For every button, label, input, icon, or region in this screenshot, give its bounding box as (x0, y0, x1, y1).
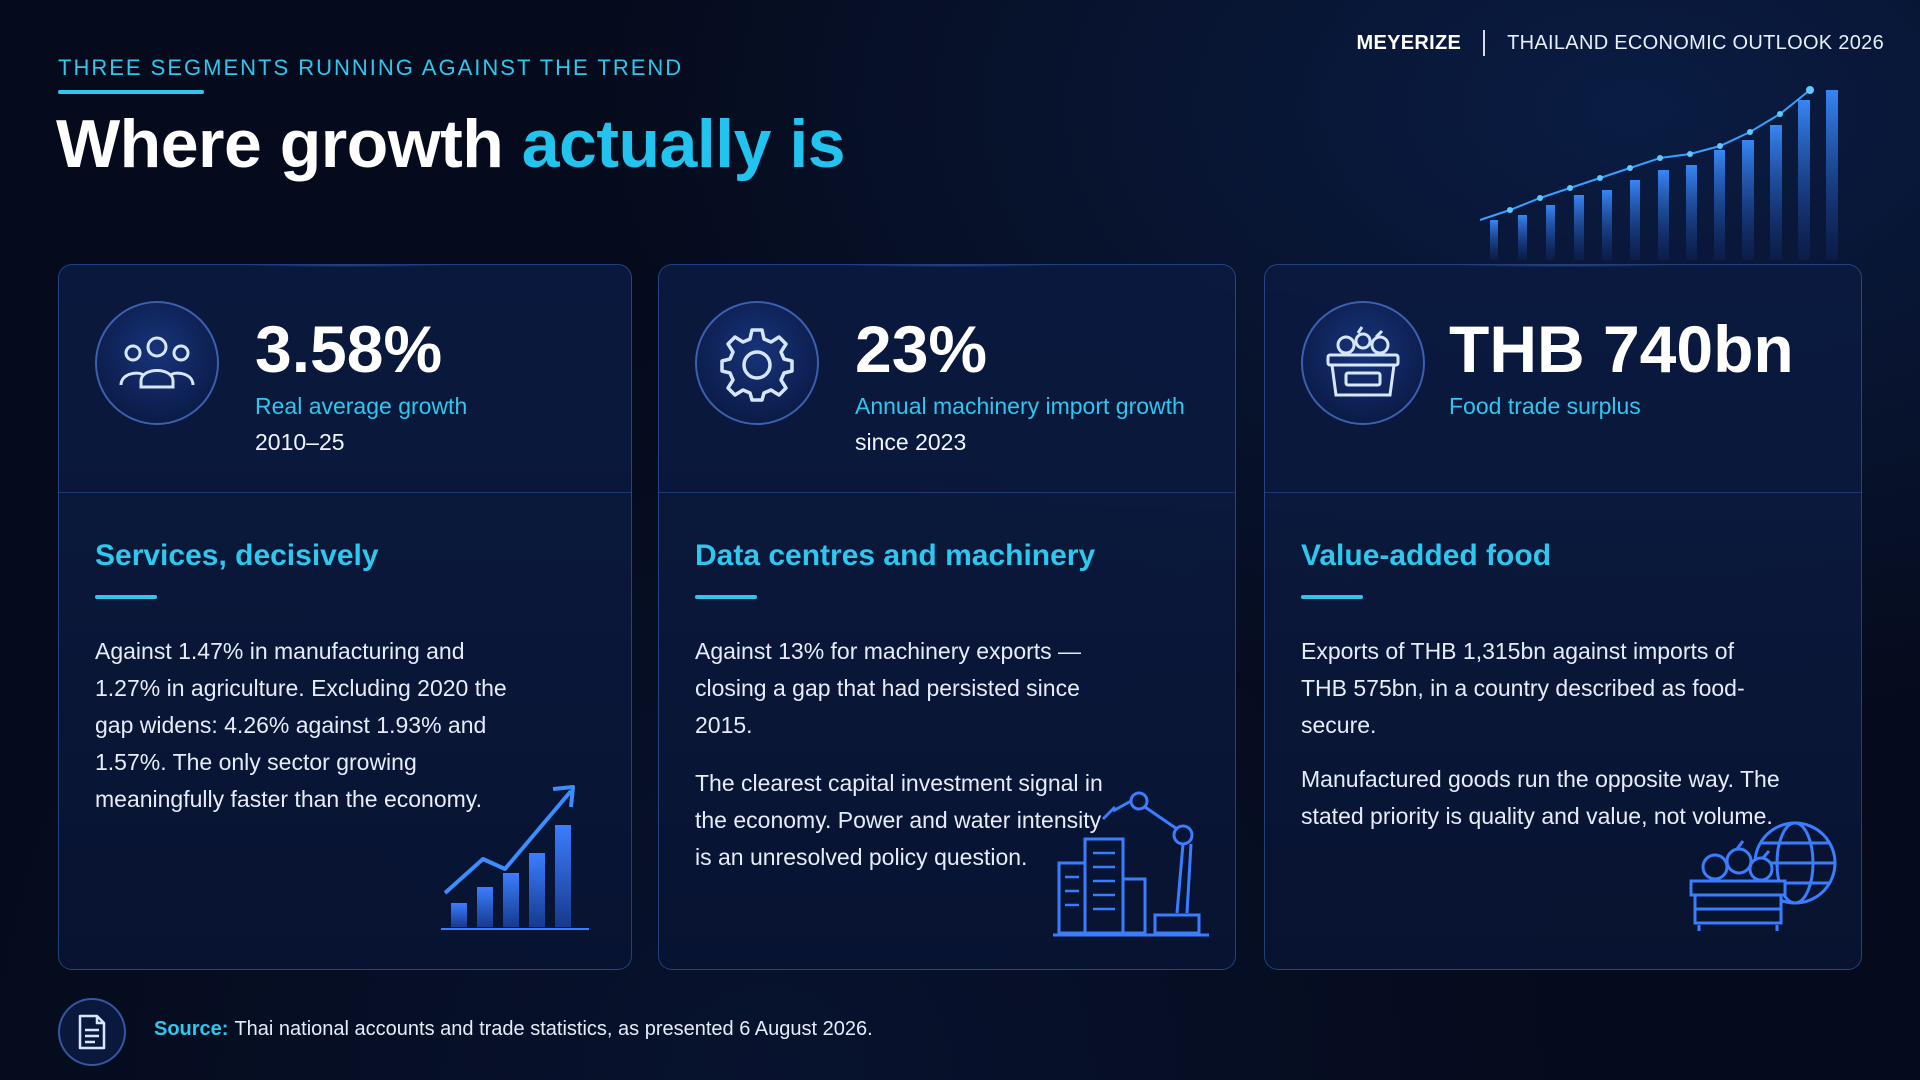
title-accent: actually is (521, 106, 846, 182)
stat-label: Annual machinery import growth (855, 393, 1185, 419)
page-title: Where growth actually is (56, 105, 846, 183)
title-plain: Where growth (56, 106, 522, 182)
stat-subtext: since 2023 (855, 429, 967, 455)
stat-value: 23% (855, 312, 988, 386)
food-crate-globe-icon (1689, 821, 1837, 931)
card-heading: Data centres and machinery (695, 539, 1096, 572)
stat-label: Food trade surplus (1449, 393, 1641, 419)
card-food: THB 740bn Food trade surplus Value-added… (1264, 264, 1862, 970)
header-divider (1483, 30, 1486, 56)
gear-icon (695, 301, 819, 425)
eyebrow: THREE SEGMENTS RUNNING AGAINST THE TREND (58, 55, 684, 80)
stat-value: 3.58% (255, 312, 443, 386)
growth-bar-chart-icon (441, 785, 589, 930)
card-body-text: The clearest capital investment signal i… (695, 770, 1103, 870)
report-title: THAILAND ECONOMIC OUTLOOK 2026 (1507, 31, 1884, 54)
header-right: MEYERIZE THAILAND ECONOMIC OUTLOOK 2026 (1356, 30, 1884, 56)
heading-underline (95, 595, 157, 599)
stat-subtext: 2010–25 (255, 429, 345, 455)
eyebrow-underline (58, 90, 204, 94)
stat-label: Real average growth (255, 393, 468, 419)
card-body-text: Manufactured goods run the opposite way.… (1301, 766, 1780, 829)
decorative-growth-chart-icon (1479, 86, 1838, 260)
stat-value: THB 740bn (1449, 312, 1794, 386)
document-icon (58, 998, 126, 1066)
people-icon (95, 301, 219, 425)
card-body-text: Against 13% for machinery exports — clos… (695, 638, 1082, 738)
source-note: Source: Thai national accounts and trade … (154, 1018, 873, 1041)
card-heading: Services, decisively (95, 539, 379, 572)
card-data-centres: 23% Annual machinery import growth since… (658, 264, 1236, 970)
building-robot-arm-icon (1053, 791, 1209, 937)
source-text: Thai national accounts and trade statist… (234, 1018, 873, 1040)
heading-underline (695, 595, 757, 599)
card-body-text: Exports of THB 1,315bn against imports o… (1301, 638, 1745, 738)
card-heading: Value-added food (1301, 539, 1552, 572)
card-body-text: Against 1.47% in manufacturing and 1.27%… (95, 638, 507, 812)
heading-underline (1301, 595, 1363, 599)
source-label: Source: (154, 1018, 229, 1040)
brand-name: MEYERIZE (1356, 31, 1462, 54)
card-services: 3.58% Real average growth 2010–25 Servic… (58, 264, 632, 970)
food-basket-icon (1301, 301, 1425, 425)
